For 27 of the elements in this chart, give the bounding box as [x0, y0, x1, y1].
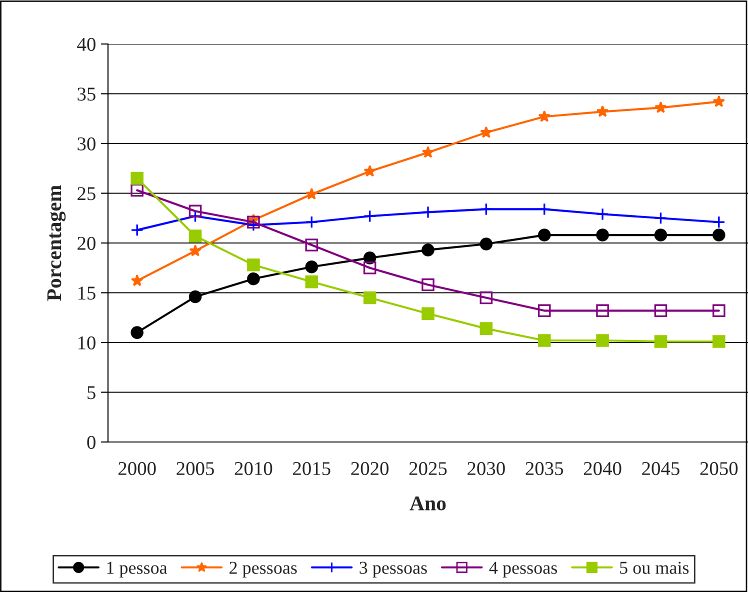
legend-label: 3 pessoas — [360, 562, 427, 578]
legend-label: 2 pessoas — [230, 562, 297, 578]
y-tick-label: 10 — [78, 336, 96, 350]
y-tick-label: 15 — [78, 286, 96, 300]
y-tick-label: 5 — [88, 386, 96, 400]
y-tick-label: 25 — [78, 187, 96, 200]
x-tick-label: 2005 — [176, 462, 214, 476]
y-tick-label: 35 — [78, 88, 96, 101]
x-axis-title: Ano — [410, 496, 446, 510]
x-tick-label: 2000 — [118, 462, 156, 476]
legend-label: 5 ou mais — [620, 562, 689, 574]
x-tick-label: 2015 — [293, 462, 330, 476]
x-tick-label: 2025 — [409, 462, 447, 476]
y-tick-label: 30 — [78, 137, 96, 150]
y-tick-label: 20 — [78, 236, 96, 250]
x-tick-label: 2010 — [234, 462, 272, 476]
legend-label: 4 pessoas — [489, 562, 557, 578]
y-axis-title: Porcentagem — [47, 185, 66, 301]
y-tick-label: 40 — [77, 38, 96, 51]
y-tick-label: 0 — [87, 436, 96, 449]
x-tick-label: 2035 — [526, 462, 564, 476]
x-tick-label: 2030 — [468, 462, 505, 476]
x-tick-label: 2050 — [700, 462, 738, 476]
x-tick-label: 2045 — [642, 462, 680, 476]
legend-label: 1 pessoa — [107, 562, 168, 578]
x-tick-label: 2020 — [351, 462, 389, 476]
x-tick-label: 2040 — [584, 462, 622, 476]
